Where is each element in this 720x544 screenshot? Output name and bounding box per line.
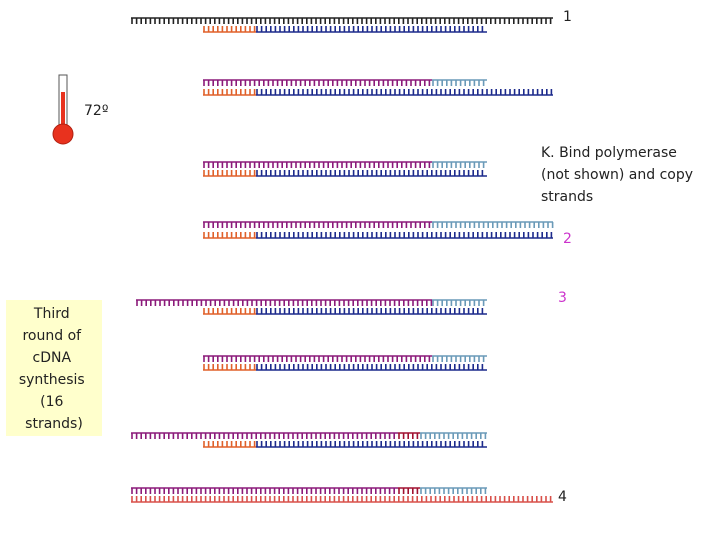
box-line: round of <box>22 328 82 344</box>
thermometer-bulb <box>52 123 74 145</box>
dna-strand <box>432 161 487 168</box>
round-label: 1 <box>563 9 572 25</box>
dna-strand <box>432 299 487 306</box>
dna-strand <box>203 221 432 228</box>
dna-strand <box>432 221 554 228</box>
box-line: (16 <box>40 394 63 410</box>
dna-strand <box>256 232 553 239</box>
thermometer-fill <box>61 92 65 134</box>
dna-strand <box>203 89 256 96</box>
dna-strand <box>398 487 420 494</box>
side-box-text: Third round of cDNA synthesis (16 strand… <box>19 306 89 432</box>
dna-strand <box>136 299 433 306</box>
dna-strand <box>420 432 487 439</box>
dna-strand <box>203 161 432 168</box>
dna-strand <box>398 432 420 439</box>
box-line: Third <box>33 306 70 322</box>
dna-strand <box>256 170 487 177</box>
dna-strand <box>203 355 432 362</box>
box-line: synthesis <box>19 372 85 388</box>
box-line: strands) <box>25 416 83 432</box>
note-line: strands <box>541 189 593 205</box>
note-line: (not shown) and copy <box>541 167 693 183</box>
dna-strand <box>131 17 553 24</box>
dna-strand <box>131 496 553 503</box>
dna-strand <box>256 89 553 96</box>
dna-strand <box>131 432 398 439</box>
round-label: 2 <box>563 231 572 247</box>
round-label: 3 <box>558 290 567 306</box>
side-box <box>6 300 102 436</box>
dna-strand <box>420 487 487 494</box>
dna-strand <box>203 26 256 33</box>
dna-strand <box>432 355 487 362</box>
dna-strand <box>131 487 398 494</box>
note-line: K. Bind polymerase <box>541 145 677 161</box>
dna-strand <box>203 232 256 239</box>
dna-strand <box>256 26 487 33</box>
dna-strand <box>256 364 487 371</box>
box-line: cDNA <box>33 350 72 366</box>
round-label: 4 <box>558 489 567 505</box>
step-note: K. Bind polymerase (not shown) and copy … <box>541 145 697 205</box>
dna-strand <box>432 79 487 86</box>
dna-strand <box>203 170 256 177</box>
temperature-label: 72º <box>84 103 108 119</box>
dna-strand <box>203 364 256 371</box>
dna-strand <box>256 441 487 448</box>
dna-strand <box>203 308 256 315</box>
dna-strand <box>203 441 256 448</box>
dna-strand <box>256 308 487 315</box>
dna-strand <box>203 79 432 86</box>
